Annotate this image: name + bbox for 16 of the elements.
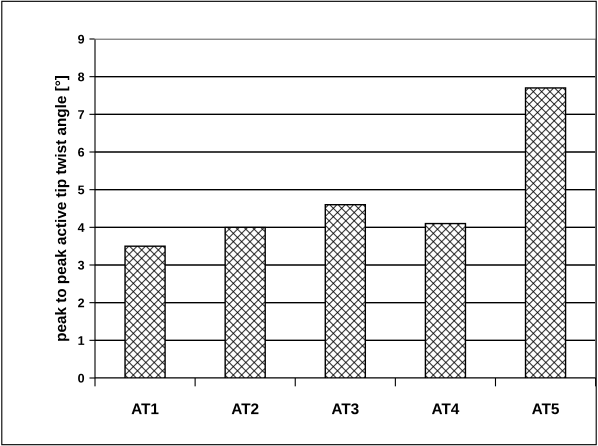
x-tick-label: AT4 [432,404,460,414]
y-tick-label: 0 [78,374,84,383]
y-axis-title: peak to peak active tip twist angle [°] [54,76,70,341]
x-tick-label: AT3 [332,403,359,414]
x-tick-label: AT2 [232,403,258,414]
y-tick-label: 7 [78,110,84,119]
x-tick-label: AT1 [132,404,159,414]
y-tick-label: 1 [78,336,84,345]
x-tick-label: AT5 [532,404,559,414]
y-tick-label: 6 [78,148,84,157]
y-tick-label: 2 [78,298,84,308]
y-tick-label: 3 [78,260,84,270]
y-tick-label: 4 [78,223,85,232]
y-tick-label: 5 [78,186,84,194]
y-tick-label: 9 [78,34,84,44]
y-tick-label: 8 [78,72,84,82]
